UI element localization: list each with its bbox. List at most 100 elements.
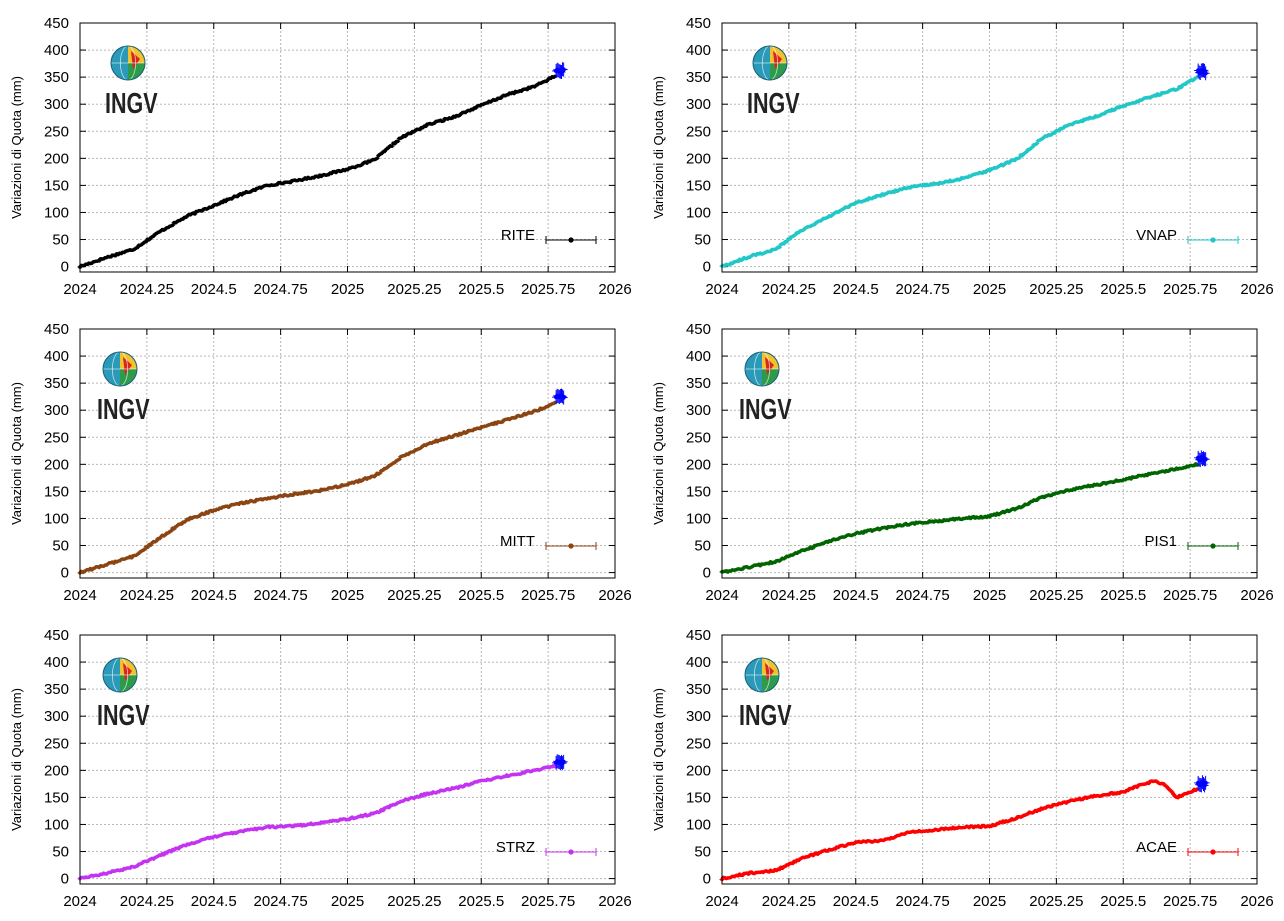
ingv-logo-text: INGV xyxy=(105,88,158,120)
legend: STRZ xyxy=(496,839,597,856)
gridlines xyxy=(722,328,1257,578)
x-tick-label: 2024.5 xyxy=(833,281,879,298)
data-point xyxy=(395,139,400,144)
latest-point xyxy=(561,759,566,765)
latest-points xyxy=(1194,775,1210,793)
chart-svg: 0 50 100 150 200 250 300 350 400 450 2024 2024.25 20… xyxy=(651,15,1274,298)
y-tick-label: 100 xyxy=(686,204,711,221)
legend-marker xyxy=(568,237,574,243)
y-tick-label: 200 xyxy=(44,456,69,473)
x-tick-label: 2024.75 xyxy=(254,281,308,298)
ingv-globe-icon xyxy=(102,657,138,693)
series-vnap xyxy=(719,75,1200,268)
x-tick-label: 2024 xyxy=(705,281,738,298)
y-tick-label: 300 xyxy=(44,96,69,113)
chart-svg: 0 50 100 150 200 250 300 350 400 450 2024 2024.25 20… xyxy=(651,627,1274,910)
x-tick-label: 2025.25 xyxy=(1029,587,1083,604)
x-tick-label: 2025.25 xyxy=(387,281,441,298)
y-tick-label: 400 xyxy=(44,348,69,365)
ingv-globe-icon xyxy=(110,45,146,81)
y-axis-label: Variazioni di Quota (mm) xyxy=(651,382,666,525)
x-tick-label: 2025 xyxy=(973,281,1006,298)
x-tick-label: 2025 xyxy=(331,281,364,298)
latest-points xyxy=(1194,450,1210,468)
ingv-logo-text: INGV xyxy=(739,394,792,426)
ingv-globe-icon xyxy=(752,45,788,81)
y-tick-label: 450 xyxy=(686,321,711,338)
y-tick-label: 350 xyxy=(44,375,69,392)
x-tick-label: 2025.5 xyxy=(458,893,504,910)
y-tick-label: 200 xyxy=(44,762,69,779)
legend-label: MITT xyxy=(500,533,535,550)
x-tick-label: 2026 xyxy=(1240,281,1273,298)
y-tick-label: 100 xyxy=(44,510,69,527)
chart-panel-mitt: 0 50 100 150 200 250 300 350 400 450 2024 2024.25 20… xyxy=(0,309,642,615)
latest-points xyxy=(552,62,568,80)
chart-svg: 0 50 100 150 200 250 300 350 400 450 2024 2024.25 20… xyxy=(9,627,632,910)
x-tick-label: 2024.25 xyxy=(120,587,174,604)
data-point xyxy=(1035,141,1039,146)
chart-svg: 0 50 100 150 200 250 300 350 400 450 2024 2024.25 20… xyxy=(651,321,1274,604)
y-tick-label: 350 xyxy=(44,69,69,86)
y-tick-label: 200 xyxy=(686,456,711,473)
y-tick-label: 150 xyxy=(686,789,711,806)
y-tick-label: 200 xyxy=(686,762,711,779)
legend-label: VNAP xyxy=(1136,227,1177,244)
x-tick-label: 2025.5 xyxy=(1100,281,1146,298)
y-axis-label: Variazioni di Quota (mm) xyxy=(651,688,666,831)
data-point xyxy=(1017,156,1021,160)
series-strz xyxy=(77,763,558,881)
y-tick-label: 450 xyxy=(44,627,69,644)
x-tick-label: 2025.5 xyxy=(1100,893,1146,910)
y-tick-label: 150 xyxy=(686,177,711,194)
y-tick-label: 200 xyxy=(686,150,711,167)
y-tick-label: 0 xyxy=(61,259,69,276)
chart-panel-acae: 0 50 100 150 200 250 300 350 400 450 2024 2024.25 20… xyxy=(642,615,1284,921)
ingv-logo-text: INGV xyxy=(97,700,150,732)
x-tick-label: 2025.5 xyxy=(1100,587,1146,604)
y-tick-label: 450 xyxy=(686,627,711,644)
latest-point xyxy=(1203,456,1208,462)
y-tick-label: 250 xyxy=(44,123,69,140)
ingv-logo: INGV xyxy=(105,45,158,120)
ingv-globe-icon xyxy=(744,351,780,387)
y-tick-label: 0 xyxy=(61,565,69,582)
series-rite xyxy=(77,74,558,269)
x-tick-label: 2024.25 xyxy=(762,587,816,604)
y-tick-label: 250 xyxy=(686,735,711,752)
y-axis-label: Variazioni di Quota (mm) xyxy=(9,382,24,525)
x-tick-label: 2025.25 xyxy=(1029,281,1083,298)
latest-points xyxy=(1194,63,1210,81)
data-point xyxy=(397,457,402,462)
legend-label: PIS1 xyxy=(1144,533,1177,550)
y-tick-label: 300 xyxy=(686,708,711,725)
ingv-logo: INGV xyxy=(97,351,150,426)
x-tick-label: 2025 xyxy=(331,587,364,604)
y-tick-label: 100 xyxy=(686,510,711,527)
chart-svg: 0 50 100 150 200 250 300 350 400 450 2024 2024.25 20… xyxy=(9,15,632,298)
plot-frame xyxy=(79,634,616,885)
ingv-logo-text: INGV xyxy=(747,88,800,120)
y-axis-label: Variazioni di Quota (mm) xyxy=(651,76,666,219)
x-tick-label: 2024.75 xyxy=(896,893,950,910)
y-tick-label: 0 xyxy=(703,565,711,582)
y-tick-label: 100 xyxy=(44,816,69,833)
ingv-logo: INGV xyxy=(739,657,792,732)
chart-panel-pis1: 0 50 100 150 200 250 300 350 400 450 2024 2024.25 20… xyxy=(642,309,1284,615)
chart-svg: 0 50 100 150 200 250 300 350 400 450 2024 2024.25 20… xyxy=(9,321,632,604)
x-tick-label: 2024.5 xyxy=(833,587,879,604)
x-tick-label: 2025.25 xyxy=(387,893,441,910)
y-tick-label: 100 xyxy=(686,816,711,833)
y-axis-label: Variazioni di Quota (mm) xyxy=(9,76,24,219)
ingv-globe-icon xyxy=(102,351,138,387)
x-tick-label: 2025 xyxy=(973,587,1006,604)
x-tick-label: 2024.75 xyxy=(896,281,950,298)
x-tick-label: 2024.5 xyxy=(191,587,237,604)
y-tick-label: 300 xyxy=(686,402,711,419)
y-tick-label: 350 xyxy=(44,681,69,698)
x-tick-label: 2024 xyxy=(63,281,96,298)
series-acae xyxy=(719,779,1200,882)
x-tick-label: 2025.75 xyxy=(521,281,575,298)
x-tick-label: 2025.5 xyxy=(458,587,504,604)
x-tick-label: 2026 xyxy=(598,281,631,298)
